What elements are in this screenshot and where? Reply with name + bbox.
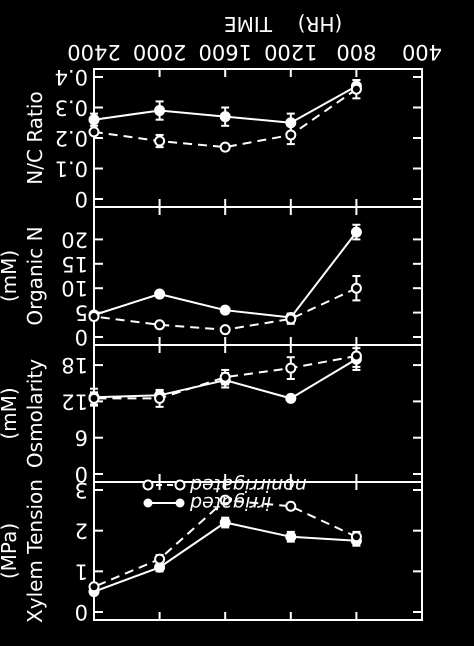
y-tick-label: 3 (75, 478, 88, 502)
y-axis-title: N/C Ratio (23, 91, 47, 184)
y-tick-label: 5 (75, 301, 88, 325)
data-point-irrigated (219, 111, 231, 123)
legend-marker-irrigated (143, 498, 153, 508)
x-tick-label: 2400 (67, 40, 120, 64)
data-point-nonirrigated (350, 282, 362, 294)
data-point-irrigated (219, 517, 231, 529)
y-tick-label: 20 (61, 227, 88, 251)
data-point-nonirrigated (88, 392, 100, 404)
x-axis-title: TIME (224, 12, 273, 36)
x-tick-label: 400 (402, 40, 442, 64)
legend-marker-nonirrigated (174, 479, 186, 491)
x-tick-label: 1600 (198, 40, 251, 64)
y-axis-title: Xylem Tension (23, 479, 47, 623)
data-point-irrigated (285, 392, 297, 404)
data-point-nonirrigated (154, 135, 166, 147)
legend-marker-irrigated (175, 498, 185, 508)
y-tick-label: 0.1 (55, 157, 88, 181)
data-point-nonirrigated (154, 553, 166, 565)
panel-frame (93, 344, 423, 483)
y-tick-label: 0.4 (55, 65, 88, 89)
y-axis-title-group: Xylem Tension(MPa) (0, 479, 47, 623)
panel-frame (93, 481, 423, 621)
data-point-nonirrigated (88, 311, 100, 323)
data-point-irrigated (88, 114, 100, 126)
data-point-irrigated (154, 288, 166, 300)
data-point-nonirrigated (154, 392, 166, 404)
data-point-nonirrigated (88, 581, 100, 593)
y-axis-title: Organic N (23, 226, 47, 325)
data-point-nonirrigated (285, 129, 297, 141)
y-tick-label: 0.3 (55, 96, 88, 120)
y-axis-title: Osmolarity (23, 359, 47, 468)
y-tick-label: 1 (75, 559, 88, 583)
data-point-nonirrigated (350, 531, 362, 543)
y-tick-label: 0 (75, 187, 88, 211)
x-tick-label: 2000 (133, 40, 186, 64)
panel-xylem: 0 1 2 3 Xylem Tension(MPa) (0, 478, 423, 624)
data-point-irrigated (350, 226, 362, 238)
y-axis-title-group: Organic N(mM) (0, 226, 47, 325)
y-tick-label: 0.2 (55, 126, 88, 150)
data-point-nonirrigated (219, 371, 231, 383)
y-axis-title-group: Osmolarity(mM) (0, 359, 47, 468)
y-axis-unit: (MPa) (0, 523, 21, 579)
series-line-irrigated (93, 521, 357, 593)
legend-label-irrigated: irrigated (189, 492, 271, 514)
data-point-nonirrigated (219, 141, 231, 153)
data-point-nonirrigated (350, 350, 362, 362)
y-tick-label: 12 (61, 389, 88, 413)
y-axis-unit: (mM) (0, 387, 21, 439)
data-point-irrigated (154, 105, 166, 117)
panel-osmolarity: 0 6 12 18 Osmolarity(mM) (0, 344, 423, 486)
legend-label-nonirrigated: nonirrigated (189, 474, 307, 496)
data-point-nonirrigated (219, 494, 231, 506)
y-tick-label: 10 (61, 276, 88, 300)
x-axis-unit: (HR) (298, 12, 343, 36)
panel-nc: 0 0.1 0.2 0.3 0.4 N/C Ratio (23, 65, 423, 211)
data-point-nonirrigated (285, 362, 297, 374)
data-point-nonirrigated (285, 500, 297, 512)
y-tick-label: 0 (75, 600, 88, 624)
y-axis-title-group: N/C Ratio (23, 91, 47, 184)
y-tick-label: 0 (75, 462, 88, 486)
y-tick-label: 15 (61, 252, 88, 276)
data-point-irrigated (285, 531, 297, 543)
y-axis-unit: (mM) (0, 250, 21, 302)
y-tick-label: 0 (75, 325, 88, 349)
y-tick-label: 6 (75, 426, 88, 450)
data-point-nonirrigated (88, 126, 100, 138)
x-tick-label: 800 (336, 40, 376, 64)
y-tick-label: 2 (75, 519, 88, 543)
y-tick-label: 18 (61, 353, 88, 377)
x-tick-label: 1200 (264, 40, 317, 64)
data-point-irrigated (219, 304, 231, 316)
data-point-nonirrigated (154, 319, 166, 331)
data-point-nonirrigated (219, 324, 231, 336)
data-point-nonirrigated (285, 313, 297, 325)
data-point-nonirrigated (350, 83, 362, 95)
series-line-nonirrigated (93, 88, 357, 149)
legend-marker-nonirrigated (142, 479, 154, 491)
